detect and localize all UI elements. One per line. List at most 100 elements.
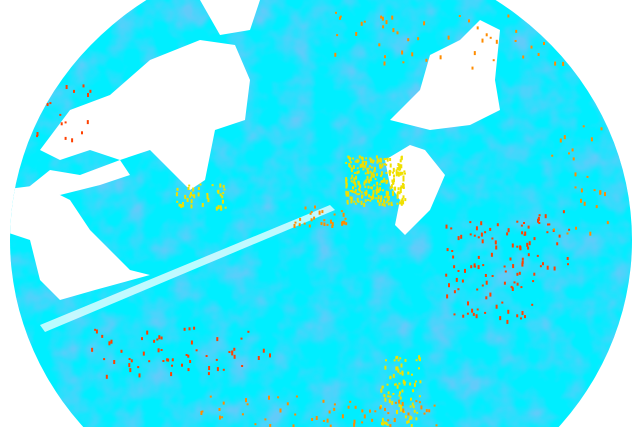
peak-echo-speckle (407, 412, 410, 416)
intense-echo-speckle (539, 265, 542, 268)
strong-echo-speckle (380, 174, 382, 177)
strong-echo-speckle (350, 198, 353, 201)
strong-echo-speckle (369, 165, 371, 168)
peak-echo-speckle (439, 55, 442, 60)
intense-echo-speckle (91, 347, 94, 352)
intense-echo-speckle (485, 296, 488, 300)
intense-echo-speckle (512, 264, 515, 269)
peak-echo-speckle (219, 415, 221, 420)
strong-echo-speckle (358, 155, 361, 159)
intense-echo-speckle (95, 329, 98, 334)
strong-echo-speckle (356, 171, 359, 175)
intense-echo-speckle (506, 232, 509, 236)
strong-echo-speckle (374, 178, 377, 180)
peak-echo-speckle (354, 405, 357, 409)
strong-echo-speckle (381, 385, 384, 389)
strong-echo-speckle (215, 206, 218, 211)
strong-echo-speckle (365, 189, 368, 192)
strong-echo-speckle (399, 372, 402, 375)
strong-echo-speckle (375, 190, 378, 195)
intense-echo-speckle (480, 221, 483, 226)
intense-echo-speckle (59, 113, 62, 116)
strong-echo-speckle (418, 395, 421, 398)
strong-echo-speckle (418, 367, 420, 370)
strong-echo-speckle (197, 187, 200, 190)
peak-echo-speckle (292, 424, 295, 427)
intense-echo-speckle (231, 350, 234, 353)
peak-echo-speckle (471, 66, 474, 70)
peak-echo-speckle (326, 223, 329, 226)
strong-echo-speckle (399, 396, 402, 400)
strong-echo-speckle (419, 380, 422, 384)
strong-echo-speckle (381, 422, 383, 426)
intense-echo-speckle (484, 311, 487, 314)
strong-echo-speckle (197, 192, 200, 197)
strong-echo-speckle (418, 357, 421, 362)
strong-echo-speckle (220, 206, 223, 211)
strong-echo-speckle (369, 170, 372, 174)
intense-echo-speckle (507, 228, 510, 233)
strong-echo-speckle (206, 193, 209, 195)
peak-echo-speckle (530, 45, 533, 49)
strong-echo-speckle (224, 206, 227, 209)
strong-echo-speckle (353, 181, 356, 184)
peak-echo-speckle (361, 421, 364, 424)
strong-echo-speckle (360, 156, 363, 160)
strong-echo-speckle (383, 163, 386, 166)
strong-echo-speckle (375, 173, 378, 177)
strong-echo-speckle (356, 197, 359, 202)
intense-echo-speckle (215, 358, 218, 361)
peak-echo-speckle (294, 413, 297, 416)
strong-echo-speckle (217, 205, 220, 210)
strong-echo-speckle (365, 191, 368, 195)
strong-echo-speckle (389, 186, 392, 190)
strong-echo-speckle (409, 415, 412, 418)
peak-echo-speckle (396, 31, 399, 35)
intense-echo-speckle (568, 228, 571, 231)
strong-echo-speckle (378, 159, 381, 162)
intense-echo-speckle (475, 314, 478, 319)
strong-echo-speckle (386, 179, 389, 183)
intense-echo-speckle (216, 367, 219, 372)
strong-echo-speckle (376, 183, 379, 186)
intense-echo-speckle (536, 254, 539, 257)
strong-echo-speckle (360, 191, 363, 194)
strong-echo-speckle (413, 382, 416, 387)
strong-echo-speckle (380, 171, 383, 176)
strong-echo-speckle (175, 192, 178, 197)
peak-echo-speckle (329, 424, 332, 427)
intense-echo-speckle (138, 373, 141, 378)
peak-echo-speckle (537, 53, 540, 56)
intense-echo-speckle (533, 272, 536, 276)
intense-echo-speckle (476, 308, 479, 311)
peak-echo-speckle (335, 11, 337, 14)
peak-echo-speckle (269, 424, 272, 427)
strong-echo-speckle (380, 195, 383, 200)
intense-echo-speckle (518, 271, 521, 275)
peak-echo-speckle (575, 226, 577, 230)
strong-echo-speckle (387, 196, 390, 201)
strong-echo-speckle (397, 368, 400, 373)
peak-echo-speckle (221, 416, 224, 419)
intense-echo-speckle (521, 257, 524, 261)
intense-echo-speckle (509, 257, 512, 261)
peak-echo-speckle (425, 409, 428, 413)
peak-echo-speckle (314, 205, 316, 209)
strong-echo-speckle (383, 158, 386, 161)
peak-echo-speckle (361, 409, 364, 413)
strong-echo-speckle (182, 204, 185, 208)
strong-echo-speckle (386, 383, 389, 386)
strong-echo-speckle (402, 184, 405, 188)
intense-echo-speckle (452, 255, 455, 259)
peak-echo-speckle (599, 190, 602, 195)
strong-echo-speckle (402, 195, 405, 199)
strong-echo-speckle (381, 417, 384, 422)
strong-echo-speckle (354, 160, 357, 163)
strong-echo-speckle (399, 189, 402, 193)
peak-echo-speckle (304, 206, 307, 210)
strong-echo-speckle (373, 169, 376, 173)
strong-echo-speckle (399, 165, 402, 169)
intense-echo-speckle (86, 120, 89, 125)
intense-echo-speckle (516, 272, 519, 276)
strong-echo-speckle (380, 158, 383, 163)
